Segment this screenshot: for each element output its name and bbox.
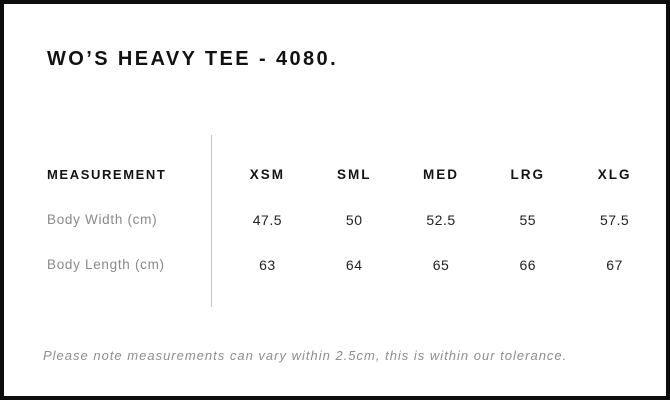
size-value-cell: 67 [606,256,623,273]
size-value-cell: 55 [519,211,537,228]
size-value-cell: 63 [259,256,276,273]
sizes-columns: XSM SML MED LRG XLG 47.5 50 52.5 55 57.5… [211,135,666,307]
table-row-body-width: 47.5 50 52.5 55 57.5 [224,197,658,242]
size-column-header-xsm: XSM [249,167,286,182]
row-label-body-length: Body Length (cm) [47,257,165,272]
row-label-body-width: Body Width (cm) [47,212,158,227]
size-value-cell: 52.5 [426,211,456,228]
table-row-body-length: 63 64 65 66 67 [224,242,658,287]
measurement-column-header: MEASUREMENT [47,167,167,182]
size-value-cell: 57.5 [599,211,630,228]
size-column-header-lrg: LRG [510,167,546,182]
page-title: WO’S HEAVY TEE - 4080. [47,48,339,70]
size-column-header-sml: SML [336,167,372,182]
size-value-cell: 50 [345,211,363,228]
size-header-row: XSM SML MED LRG XLG [224,152,658,197]
size-value-cell: 66 [519,256,537,273]
size-value-cell: 47.5 [252,211,283,228]
size-column-header-med: MED [422,167,459,182]
tolerance-note: Please note measurements can vary within… [43,348,568,363]
size-chart-table: MEASUREMENT Body Width (cm) Body Length … [4,135,666,307]
measurement-column: MEASUREMENT Body Width (cm) Body Length … [4,135,211,307]
column-divider [211,135,212,307]
size-column-header-xlg: XLG [597,167,632,182]
size-value-cell: 65 [432,256,450,273]
size-value-cell: 64 [345,256,363,273]
